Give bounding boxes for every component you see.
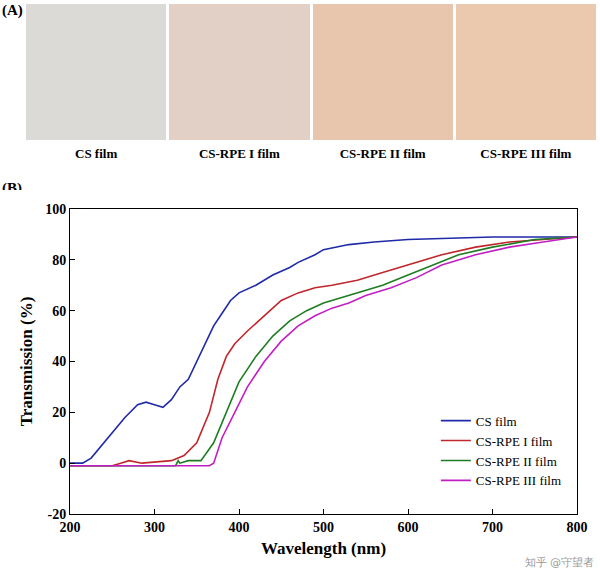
html-text:(A): (A) [2,2,23,18]
svg-text:800: 800 [567,520,588,535]
svg-text:-20: -20 [48,507,67,522]
html-text:CS-RPE III film: CS-RPE III film [480,146,572,161]
svg-text:60: 60 [52,304,66,319]
html-text:(B): (B) [2,180,22,196]
svg-text:100: 100 [45,202,66,217]
svg-text:0: 0 [59,456,66,471]
svg-text:80: 80 [52,253,66,268]
svg-text:CS-RPE III film: CS-RPE III film [476,473,561,488]
html-text:CS-RPE II film: CS-RPE II film [339,146,426,161]
svg-text:500: 500 [313,520,334,535]
html-text:CS-RPE I film: CS-RPE I film [198,146,280,161]
svg-text:600: 600 [398,520,419,535]
svg-text:CS-RPE II film: CS-RPE II film [476,454,557,469]
svg-text:CS-RPE I film: CS-RPE I film [476,434,553,449]
svg-text:Wavelength (nm): Wavelength (nm) [261,539,386,558]
svg-text:400: 400 [229,520,250,535]
svg-text:700: 700 [482,520,503,535]
svg-text:300: 300 [144,520,165,535]
svg-text:20: 20 [52,405,66,420]
svg-text:200: 200 [60,520,81,535]
svg-text:CS film: CS film [476,414,517,429]
html-text:知乎 @守望者: 知乎 @守望者 [524,556,594,569]
svg-text:40: 40 [52,354,66,369]
html-text:CS film: CS film [75,146,118,161]
svg-text:Transmission (%): Transmission (%) [17,297,36,427]
